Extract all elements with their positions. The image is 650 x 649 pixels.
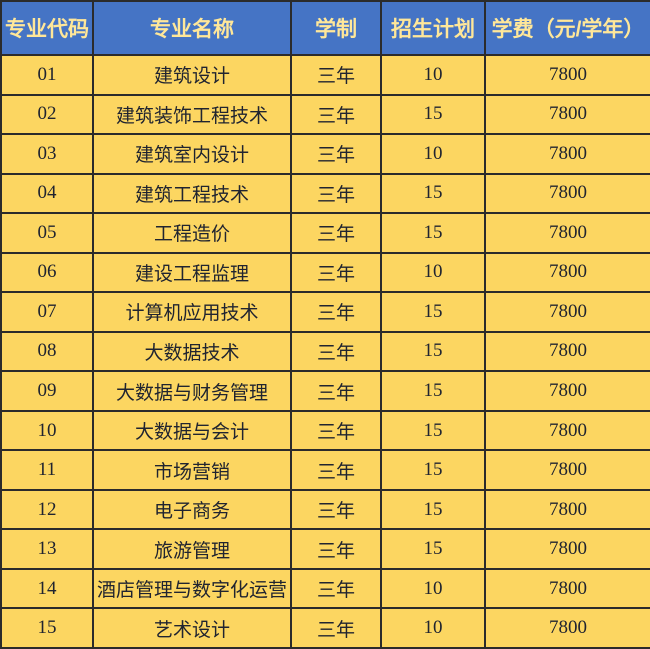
cell-major-name: 建筑工程技术 — [92, 172, 292, 215]
cell-tuition: 7800 — [484, 251, 650, 294]
cell-duration: 三年 — [290, 370, 382, 412]
cell-major-name: 建筑室内设计 — [92, 133, 292, 175]
cell-tuition: 7800 — [484, 172, 650, 215]
cell-enrollment-plan: 15 — [380, 330, 486, 373]
cell-major-code: 11 — [0, 449, 94, 491]
cell-major-name: 市场营销 — [92, 449, 292, 491]
cell-tuition: 7800 — [484, 409, 650, 452]
cell-major-name: 旅游管理 — [92, 528, 292, 570]
cell-major-name: 艺术设计 — [92, 607, 292, 649]
cell-duration: 三年 — [290, 488, 382, 531]
cell-tuition: 7800 — [484, 449, 650, 491]
cell-enrollment-plan: 15 — [380, 528, 486, 570]
cell-major-name: 建筑设计 — [92, 54, 292, 96]
cell-enrollment-plan: 10 — [380, 567, 486, 610]
table-row: 11 市场营销 三年 15 7800 — [0, 449, 650, 491]
table-row: 02 建筑装饰工程技术 三年 15 7800 — [0, 93, 650, 136]
cell-major-name: 酒店管理与数字化运营 — [92, 567, 292, 610]
table-row: 12 电子商务 三年 15 7800 — [0, 488, 650, 531]
cell-major-code: 08 — [0, 330, 94, 373]
cell-major-name: 建设工程监理 — [92, 251, 292, 294]
table-row: 10 大数据与会计 三年 15 7800 — [0, 409, 650, 452]
cell-major-name: 电子商务 — [92, 488, 292, 531]
cell-tuition: 7800 — [484, 330, 650, 373]
cell-major-code: 14 — [0, 567, 94, 610]
table-row: 04 建筑工程技术 三年 15 7800 — [0, 172, 650, 215]
cell-duration: 三年 — [290, 330, 382, 373]
header-cell-duration: 学制 — [290, 0, 382, 56]
cell-enrollment-plan: 15 — [380, 449, 486, 491]
cell-major-code: 15 — [0, 607, 94, 649]
cell-duration: 三年 — [290, 172, 382, 215]
header-cell-major-name: 专业名称 — [92, 0, 292, 56]
table-row: 15 艺术设计 三年 10 7800 — [0, 607, 650, 649]
header-row: 专业代码 专业名称 学制 招生计划 学费（元/学年） — [0, 0, 650, 56]
cell-duration: 三年 — [290, 291, 382, 333]
cell-major-code: 12 — [0, 488, 94, 531]
cell-major-code: 06 — [0, 251, 94, 294]
cell-duration: 三年 — [290, 528, 382, 570]
table-row: 09 大数据与财务管理 三年 15 7800 — [0, 370, 650, 412]
cell-major-name: 大数据与财务管理 — [92, 370, 292, 412]
table-row: 08 大数据技术 三年 15 7800 — [0, 330, 650, 373]
cell-major-code: 02 — [0, 93, 94, 136]
cell-major-name: 计算机应用技术 — [92, 291, 292, 333]
cell-major-code: 04 — [0, 172, 94, 215]
cell-duration: 三年 — [290, 54, 382, 96]
cell-tuition: 7800 — [484, 93, 650, 136]
table-row: 06 建设工程监理 三年 10 7800 — [0, 251, 650, 294]
cell-major-name: 工程造价 — [92, 212, 292, 254]
cell-major-name: 大数据与会计 — [92, 409, 292, 452]
cell-tuition: 7800 — [484, 54, 650, 96]
table-row: 07 计算机应用技术 三年 15 7800 — [0, 291, 650, 333]
cell-tuition: 7800 — [484, 291, 650, 333]
cell-duration: 三年 — [290, 133, 382, 175]
cell-enrollment-plan: 10 — [380, 251, 486, 294]
table-row: 03 建筑室内设计 三年 10 7800 — [0, 133, 650, 175]
cell-major-code: 13 — [0, 528, 94, 570]
cell-tuition: 7800 — [484, 528, 650, 570]
cell-tuition: 7800 — [484, 567, 650, 610]
cell-enrollment-plan: 15 — [380, 212, 486, 254]
cell-major-code: 09 — [0, 370, 94, 412]
cell-major-name: 大数据技术 — [92, 330, 292, 373]
cell-tuition: 7800 — [484, 133, 650, 175]
cell-major-code: 05 — [0, 212, 94, 254]
cell-enrollment-plan: 15 — [380, 370, 486, 412]
cell-duration: 三年 — [290, 567, 382, 610]
header-cell-enrollment-plan: 招生计划 — [380, 0, 486, 56]
cell-duration: 三年 — [290, 607, 382, 649]
cell-enrollment-plan: 10 — [380, 607, 486, 649]
table-row: 13 旅游管理 三年 15 7800 — [0, 528, 650, 570]
cell-enrollment-plan: 15 — [380, 488, 486, 531]
cell-duration: 三年 — [290, 409, 382, 452]
cell-tuition: 7800 — [484, 370, 650, 412]
cell-major-code: 01 — [0, 54, 94, 96]
header-cell-tuition: 学费（元/学年） — [484, 0, 650, 56]
cell-duration: 三年 — [290, 251, 382, 294]
cell-tuition: 7800 — [484, 212, 650, 254]
header-cell-major-code: 专业代码 — [0, 0, 94, 56]
cell-enrollment-plan: 10 — [380, 54, 486, 96]
cell-major-code: 07 — [0, 291, 94, 333]
cell-major-name: 建筑装饰工程技术 — [92, 93, 292, 136]
cell-enrollment-plan: 10 — [380, 133, 486, 175]
cell-enrollment-plan: 15 — [380, 291, 486, 333]
cell-duration: 三年 — [290, 449, 382, 491]
cell-enrollment-plan: 15 — [380, 172, 486, 215]
table-row: 14 酒店管理与数字化运营 三年 10 7800 — [0, 567, 650, 610]
cell-major-code: 10 — [0, 409, 94, 452]
cell-duration: 三年 — [290, 93, 382, 136]
cell-enrollment-plan: 15 — [380, 93, 486, 136]
cell-major-code: 03 — [0, 133, 94, 175]
cell-tuition: 7800 — [484, 607, 650, 649]
cell-tuition: 7800 — [484, 488, 650, 531]
cell-duration: 三年 — [290, 212, 382, 254]
table-row: 05 工程造价 三年 15 7800 — [0, 212, 650, 254]
cell-enrollment-plan: 15 — [380, 409, 486, 452]
table-row: 01 建筑设计 三年 10 7800 — [0, 54, 650, 96]
